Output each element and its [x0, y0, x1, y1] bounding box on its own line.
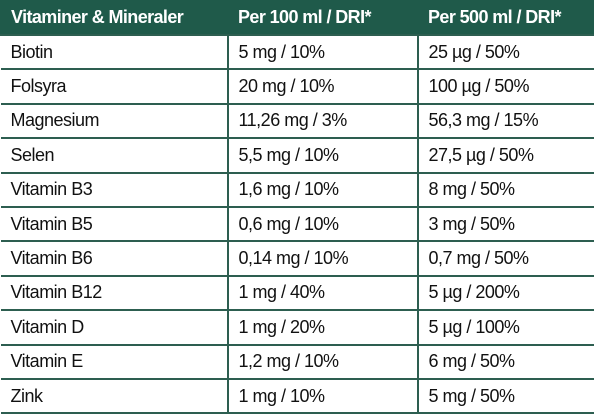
table-cell: Vitamin B5: [1, 207, 228, 241]
header-cell: Per 100 ml / DRI*: [228, 1, 418, 36]
header-cell: Per 500 ml / DRI*: [418, 1, 594, 36]
table-cell: 5 µg / 100%: [418, 310, 594, 344]
table-cell: 5,5 mg / 10%: [228, 138, 418, 172]
header-cell: Vitaminer & Mineraler: [1, 1, 228, 36]
table-cell: Biotin: [1, 35, 228, 69]
table-cell: Vitamin D: [1, 310, 228, 344]
table-cell: 5 mg / 10%: [228, 35, 418, 69]
table-cell: 25 µg / 50%: [418, 35, 594, 69]
table-cell: Vitamin E: [1, 345, 228, 379]
table-cell: 1,2 mg / 10%: [228, 345, 418, 379]
table-cell: Vitamin B12: [1, 276, 228, 310]
table-cell: 1 mg / 10%: [228, 379, 418, 413]
table-cell: Vitamin B3: [1, 173, 228, 207]
table-cell: 0,14 mg / 10%: [228, 241, 418, 275]
table-cell: 5 µg / 200%: [418, 276, 594, 310]
table-cell: 1,6 mg / 10%: [228, 173, 418, 207]
table-cell: 100 µg / 50%: [418, 69, 594, 103]
table-cell: 56,3 mg / 15%: [418, 104, 594, 138]
table-cell: Zink: [1, 379, 228, 413]
table-cell: 0,7 mg / 50%: [418, 241, 594, 275]
table-cell: 20 mg / 10%: [228, 69, 418, 103]
table-cell: Vitamin B6: [1, 241, 228, 275]
table-cell: 8 mg / 50%: [418, 173, 594, 207]
table-cell: 5 mg / 50%: [418, 379, 594, 413]
table-cell: 27,5 µg / 50%: [418, 138, 594, 172]
table-cell: 3 mg / 50%: [418, 207, 594, 241]
table-cell: 11,26 mg / 3%: [228, 104, 418, 138]
table-cell: 1 mg / 40%: [228, 276, 418, 310]
table-cell: Folsyra: [1, 69, 228, 103]
table-cell: 6 mg / 50%: [418, 345, 594, 379]
table-cell: Magnesium: [1, 104, 228, 138]
table-cell: Selen: [1, 138, 228, 172]
table-cell: 0,6 mg / 10%: [228, 207, 418, 241]
table-cell: 1 mg / 20%: [228, 310, 418, 344]
